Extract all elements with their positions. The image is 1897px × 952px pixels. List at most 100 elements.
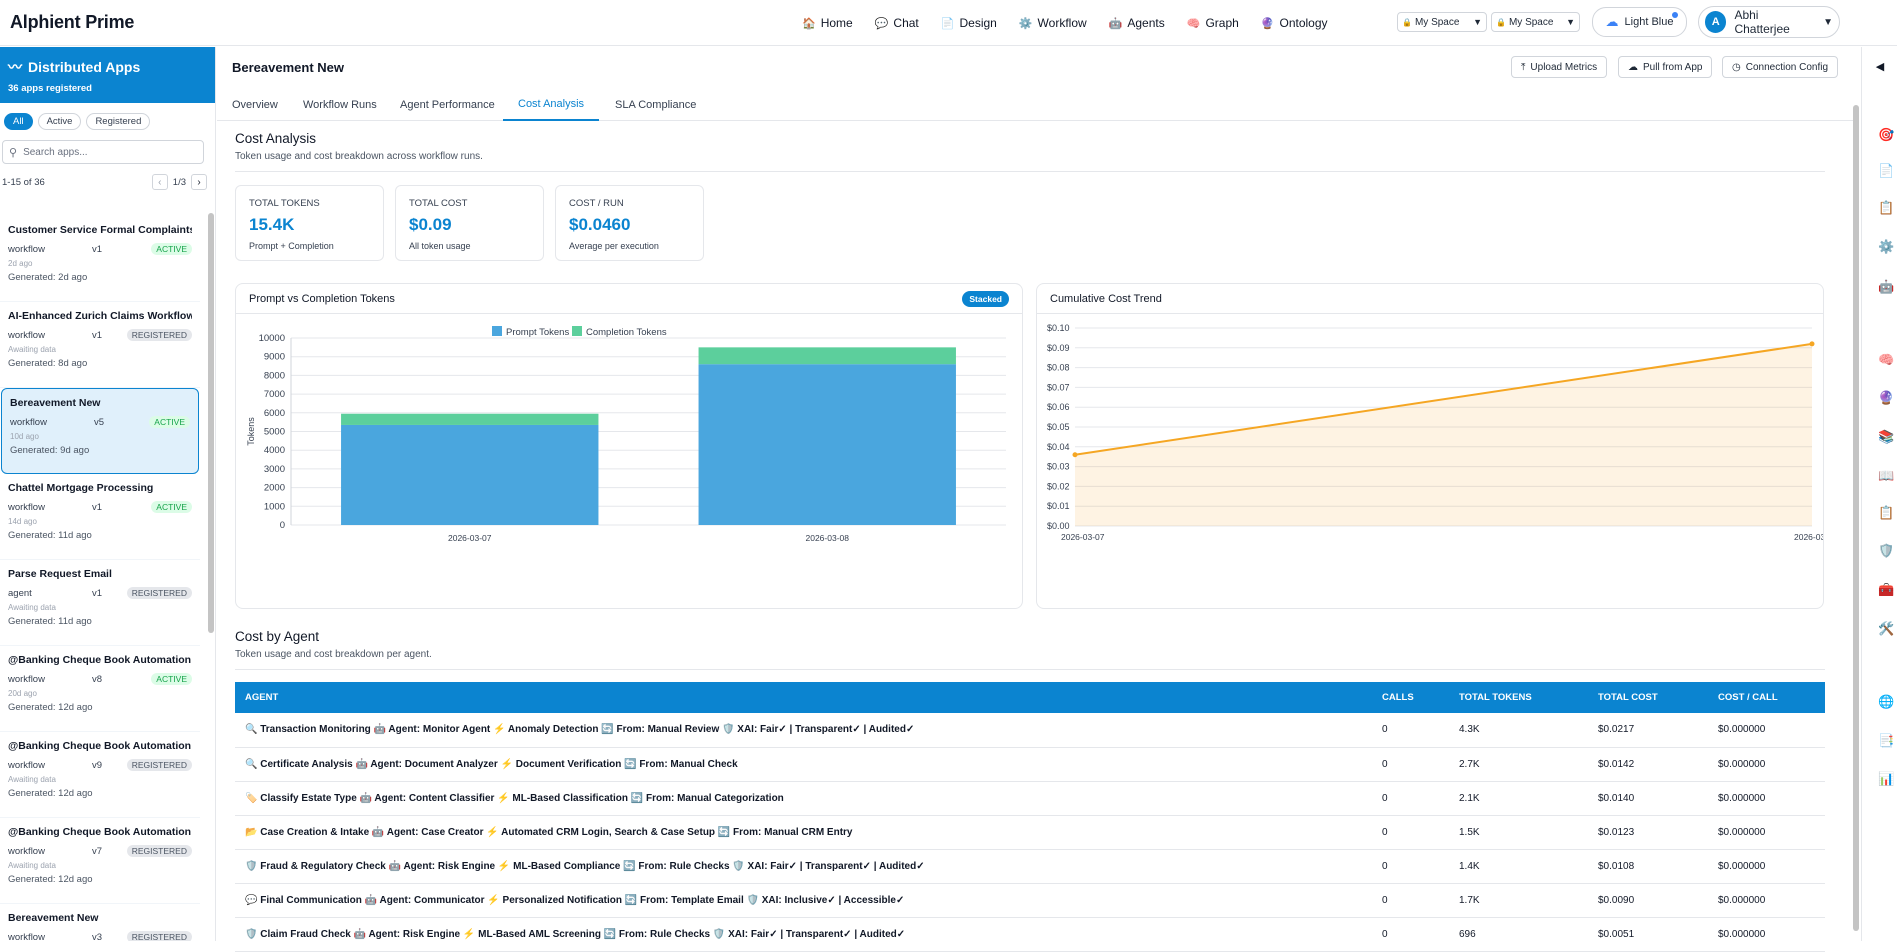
y-tick-label: 5000 xyxy=(264,427,285,438)
rail-tool-icon[interactable]: 📖 xyxy=(1878,468,1895,483)
rail-tool-icon[interactable]: 📋 xyxy=(1878,505,1895,520)
rail-tool-icon[interactable]: 🤖 xyxy=(1878,279,1895,294)
rail-tool-icon[interactable]: 🧠 xyxy=(1878,352,1895,367)
list-item[interactable]: Chattel Mortgage Processing workflow v1 … xyxy=(0,474,200,560)
rail-tool-icon[interactable]: 📋 xyxy=(1878,200,1895,215)
space-select-1[interactable]: 🔒 My Space ▼ xyxy=(1397,12,1487,32)
tab-agent-performance[interactable]: Agent Performance xyxy=(400,99,495,111)
y-tick-label: 4000 xyxy=(264,445,285,456)
main-header: Bereavement New ⤒ Upload Metrics ☁ Pull … xyxy=(217,47,1853,87)
rail-tool-icon[interactable]: 📊 xyxy=(1878,771,1895,786)
list-item[interactable]: Customer Service Formal Complaints workf… xyxy=(0,216,200,302)
list-item[interactable]: Bereavement New workflow v5 ACTIVE 10d a… xyxy=(1,388,199,474)
list-item[interactable]: Bereavement New workflow v3 REGISTERED xyxy=(0,904,200,941)
main-scrollbar[interactable] xyxy=(1853,105,1859,931)
collapse-rail-button[interactable]: ◀ xyxy=(1875,60,1885,73)
cost-per-call-cell: $0.000000 xyxy=(1708,713,1825,748)
app-info-row: workflow v5 ACTIVE xyxy=(10,416,190,428)
nav-icon: 🤖 xyxy=(1108,17,1123,30)
tab-sla-compliance[interactable]: SLA Compliance xyxy=(615,99,697,111)
user-name: Abhi Chatterjee xyxy=(1734,8,1790,36)
cost-trend-title: Cumulative Cost Trend xyxy=(1050,292,1162,305)
rail-tool-icon[interactable]: 🛠️ xyxy=(1878,621,1895,636)
nav-design[interactable]: 📄 Design xyxy=(941,16,997,30)
tokens-chart-panel: Prompt vs Completion Tokens Stacked Prom… xyxy=(235,283,1023,609)
prev-page-button[interactable]: ‹ xyxy=(151,174,168,190)
search-input[interactable]: ⚲ Search apps... xyxy=(2,140,204,164)
calls-cell: 0 xyxy=(1372,747,1449,782)
col-cost-per-call[interactable]: COST / CALL xyxy=(1708,682,1825,713)
space-select-2[interactable]: 🔒 My Space ▼ xyxy=(1491,12,1580,32)
app-name: @Banking Cheque Book Automation xyxy=(8,740,192,752)
card-label: COST / RUN xyxy=(569,198,624,209)
nav-agents[interactable]: 🤖 Agents xyxy=(1109,16,1165,30)
tab-workflow-runs[interactable]: Workflow Runs xyxy=(303,99,377,111)
table-row[interactable]: 🛡️ Claim Fraud Check 🤖 Agent: Risk Engin… xyxy=(235,917,1825,952)
app-name: @Banking Cheque Book Automation xyxy=(8,654,192,666)
sidebar-scrollbar[interactable] xyxy=(208,213,214,633)
app-info-row: workflow v9 REGISTERED xyxy=(8,759,192,771)
theme-button[interactable]: ☁ Light Blue xyxy=(1592,7,1687,37)
app-list: Customer Service Formal Complaints workf… xyxy=(0,216,208,941)
nav-icon: 📄 xyxy=(940,17,955,30)
rail-tool-icon[interactable]: 🛡️ xyxy=(1878,543,1895,558)
tab-overview[interactable]: Overview xyxy=(232,99,278,111)
nav-graph[interactable]: 🧠 Graph xyxy=(1187,16,1239,30)
divider xyxy=(235,669,1825,670)
tab-cost-analysis[interactable]: Cost Analysis xyxy=(503,89,600,121)
list-item[interactable]: @Banking Cheque Book Automation workflow… xyxy=(0,732,200,818)
filter-active[interactable]: Active xyxy=(37,113,82,130)
rail-tool-icon[interactable]: ⚙️ xyxy=(1878,239,1895,254)
app-generated: Generated: 8d ago xyxy=(8,358,88,369)
space-select-label: My Space xyxy=(1508,16,1554,28)
status-badge: REGISTERED xyxy=(126,845,192,857)
app-generated: Generated: 12d ago xyxy=(8,874,93,885)
nav-workflow[interactable]: ⚙️ Workflow xyxy=(1019,16,1087,30)
list-item[interactable]: @Banking Cheque Book Automation workflow… xyxy=(0,646,200,732)
y-tick-label: $0.10 xyxy=(1047,323,1070,333)
rail-tool-icon[interactable]: 📄 xyxy=(1878,163,1895,178)
y-tick-label: $0.09 xyxy=(1047,343,1070,353)
rail-tool-icon[interactable]: 🧰 xyxy=(1878,582,1895,597)
rail-tool-icon[interactable]: 📑 xyxy=(1878,733,1895,748)
table-row[interactable]: 📂 Case Creation & Intake 🤖 Agent: Case C… xyxy=(235,815,1825,850)
cost-cell: $0.0123 xyxy=(1588,815,1708,850)
nav-chat[interactable]: 💬 Chat xyxy=(875,16,919,30)
top-bar: Alphient Prime 🏠 Home 💬 Chat 📄 Design ⚙️ Workfl… xyxy=(0,0,1897,46)
pull-from-app-label: Pull from App xyxy=(1643,61,1703,73)
next-page-button[interactable]: › xyxy=(191,174,207,190)
table-row[interactable]: 🔍 Transaction Monitoring 🤖 Agent: Monito… xyxy=(235,713,1825,748)
list-item[interactable]: @Banking Cheque Book Automation workflow… xyxy=(0,818,200,904)
connection-config-button[interactable]: ◷ Connection Config xyxy=(1722,56,1839,78)
nav-label: Agents xyxy=(1127,16,1165,30)
table-row[interactable]: 💬 Final Communication 🤖 Agent: Communica… xyxy=(235,883,1825,918)
pull-from-app-button[interactable]: ☁ Pull from App xyxy=(1618,56,1713,78)
upload-metrics-button[interactable]: ⤒ Upload Metrics xyxy=(1511,56,1608,78)
filter-all[interactable]: All xyxy=(4,113,33,130)
table-row[interactable]: 🏷️ Classify Estate Type 🤖 Agent: Content… xyxy=(235,781,1825,816)
bar-segment xyxy=(341,424,599,525)
nav-label: Ontology xyxy=(1279,16,1328,30)
list-item[interactable]: Parse Request Email agent v1 REGISTERED … xyxy=(0,560,200,646)
rail-tool-icon[interactable]: 🎯 xyxy=(1878,127,1895,142)
app-name: Bereavement New xyxy=(8,912,99,924)
col-total-cost[interactable]: TOTAL COST xyxy=(1588,682,1708,713)
list-item[interactable]: AI-Enhanced Zurich Claims Workflow workf… xyxy=(0,302,200,388)
sidebar-header: 〰 Distributed Apps 36 apps registered xyxy=(0,47,215,103)
table-row[interactable]: 🔍 Certificate Analysis 🤖 Agent: Document… xyxy=(235,747,1825,782)
nav-home[interactable]: 🏠 Home xyxy=(802,16,853,30)
stacked-badge[interactable]: Stacked xyxy=(962,290,1009,307)
tokens-cell: 2.7K xyxy=(1449,747,1588,782)
rail-tool-icon[interactable]: 🔮 xyxy=(1878,390,1895,405)
app-version: v9 xyxy=(92,759,103,771)
rail-tool-icon[interactable]: 📚 xyxy=(1878,429,1895,444)
tokens-cell: 2.1K xyxy=(1449,781,1588,816)
filter-registered[interactable]: Registered xyxy=(86,113,151,130)
rail-tool-icon[interactable]: 🌐 xyxy=(1878,694,1895,709)
table-row[interactable]: 🛡️ Fraud & Regulatory Check 🤖 Agent: Ris… xyxy=(235,849,1825,884)
col-total-tokens[interactable]: TOTAL TOKENS xyxy=(1449,682,1588,713)
nav-ontology[interactable]: 🔮 Ontology xyxy=(1261,16,1328,30)
col-agent[interactable]: AGENT xyxy=(235,682,1372,713)
col-calls[interactable]: CALLS xyxy=(1372,682,1449,713)
user-menu[interactable]: A Abhi Chatterjee ▼ xyxy=(1698,6,1840,38)
